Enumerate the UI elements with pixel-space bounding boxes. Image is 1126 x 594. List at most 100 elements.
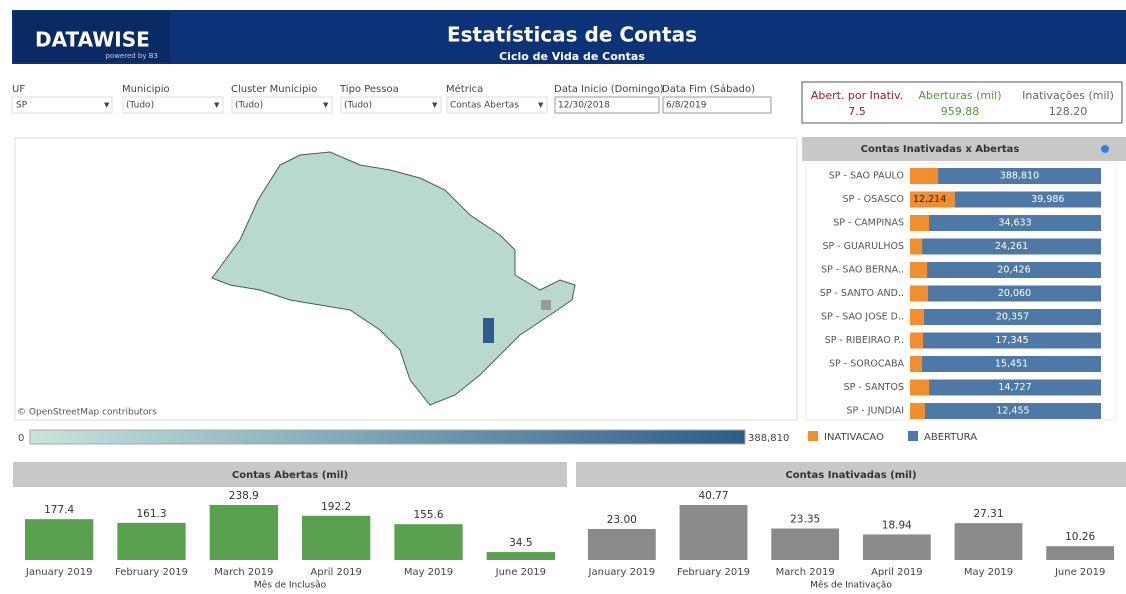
value-label: 40.77: [698, 490, 728, 502]
value-label: 388,810: [1000, 171, 1039, 182]
bar: [302, 515, 371, 560]
filter-value: (Tudo): [344, 101, 372, 111]
bar: [679, 505, 748, 560]
logo-sub: powered by B3: [105, 52, 158, 60]
filter-control[interactable]: [340, 96, 442, 114]
bar-segment: [910, 403, 925, 419]
value-label: 23.00: [607, 514, 637, 526]
bar-segment: [929, 379, 1101, 396]
panel-header: [13, 462, 567, 487]
bar-segment: [910, 238, 923, 255]
bar-segment: [910, 332, 924, 349]
filter-value: Contas Abertas: [450, 101, 519, 111]
title: Estatísticas de Contas: [447, 23, 697, 47]
filter-control[interactable]: [231, 96, 333, 114]
x-tick-label: January 2019: [588, 567, 656, 578]
legend-label: ABERTURA: [924, 432, 977, 443]
bar-segment: [910, 379, 930, 396]
map-region: [541, 300, 551, 310]
dropdown-arrow: ▼: [432, 101, 438, 109]
filter-control[interactable]: [11, 96, 113, 114]
filter-control[interactable]: [122, 96, 224, 114]
bar-segment: [922, 238, 1101, 255]
bar-segment: [923, 309, 1101, 325]
bar-segment: [910, 191, 955, 208]
x-tick-label: April 2019: [871, 567, 922, 578]
bar-segment: [910, 262, 928, 278]
x-tick-label: February 2019: [677, 567, 750, 578]
bar-segment: [910, 309, 924, 325]
kpi-label: Aberturas (mil): [919, 89, 1002, 102]
subtitle: Ciclo de Vida de Contas: [499, 50, 645, 63]
legend-swatch: [908, 431, 918, 441]
bar: [25, 519, 94, 560]
category-label: SP - SAO PAULO: [829, 171, 904, 182]
color-tick-label: 388,810: [748, 433, 789, 444]
logo-box: [14, 12, 170, 62]
filter-control[interactable]: [554, 96, 660, 114]
x-tick-label: June 2019: [495, 567, 546, 578]
filter-control[interactable]: [662, 96, 772, 114]
filter-label: Tipo Pessoa: [339, 84, 399, 95]
dropdown-arrow: ▼: [323, 101, 329, 109]
kpi-box: [801, 81, 1123, 124]
value-label: 34,633: [998, 218, 1031, 229]
value-label: 14,727: [998, 382, 1031, 393]
value-label: 39,986: [1031, 194, 1064, 205]
x-axis-label: Mês de Inclusão: [254, 580, 327, 591]
bar: [486, 552, 555, 560]
header-bar: [12, 10, 1126, 64]
bar: [209, 505, 278, 560]
category-label: SP - CAMPINAS: [833, 218, 904, 229]
filter-value: 12/30/2018: [558, 101, 610, 111]
bar-segment: [927, 262, 1101, 278]
category-label: SP - JUNDIAI: [846, 406, 904, 417]
bar: [862, 534, 931, 560]
kpi-value: 128.20: [1049, 105, 1088, 118]
value-label: 10.26: [1065, 531, 1095, 543]
category-label: SP - SOROCABA: [829, 359, 904, 370]
panel-header: [576, 462, 1126, 487]
info-icon[interactable]: [1101, 145, 1109, 153]
value-label: 20,357: [996, 312, 1029, 323]
color-legend: [29, 429, 746, 445]
value-label: 15,451: [995, 359, 1028, 370]
value-label: 18.94: [882, 519, 912, 531]
value-label: 24,261: [995, 241, 1028, 252]
bar: [394, 524, 463, 560]
value-label: 23.35: [790, 514, 820, 526]
kpi-label: Inativações (mil): [1022, 89, 1114, 102]
bar-segment: [928, 285, 1101, 302]
filter-value: 6/8/2019: [666, 101, 707, 111]
value-label: 177.4: [44, 504, 74, 516]
dropdown-arrow: ▼: [214, 101, 220, 109]
kpi-value: 7.5: [848, 105, 866, 118]
value-label: 20,060: [998, 288, 1031, 299]
filter-label: Cluster Municipio: [231, 84, 317, 95]
bar: [1046, 546, 1115, 560]
category-label: SP - SAO JOSE D..: [821, 312, 904, 323]
x-tick-label: February 2019: [115, 567, 188, 578]
dropdown-arrow: ▼: [104, 101, 110, 109]
value-label: 12,455: [996, 406, 1029, 417]
value-label: 34.5: [509, 537, 532, 549]
category-label: SP - SAO BERNA..: [821, 265, 904, 276]
filter-control[interactable]: [446, 96, 548, 114]
kpi-value: 959.88: [941, 105, 980, 118]
filter-value: (Tudo): [235, 101, 263, 111]
bar: [587, 528, 656, 560]
value-label: 20,426: [997, 265, 1030, 276]
logo: DATAWISE: [35, 28, 150, 52]
bar-segment: [954, 191, 1101, 208]
bar-segment: [938, 168, 1101, 184]
panel-title: Contas Inativadas x Abertas: [861, 144, 1020, 155]
panel-header: [802, 137, 1126, 161]
bar-segment: [929, 215, 1101, 231]
panel-title: Contas Abertas (mil): [232, 470, 348, 481]
category-label: SP - SANTOS: [844, 382, 904, 393]
filter-label: Métrica: [446, 83, 483, 95]
bar: [954, 523, 1023, 560]
x-tick-label: March 2019: [776, 567, 835, 578]
filter-label: Municipio: [122, 84, 170, 95]
